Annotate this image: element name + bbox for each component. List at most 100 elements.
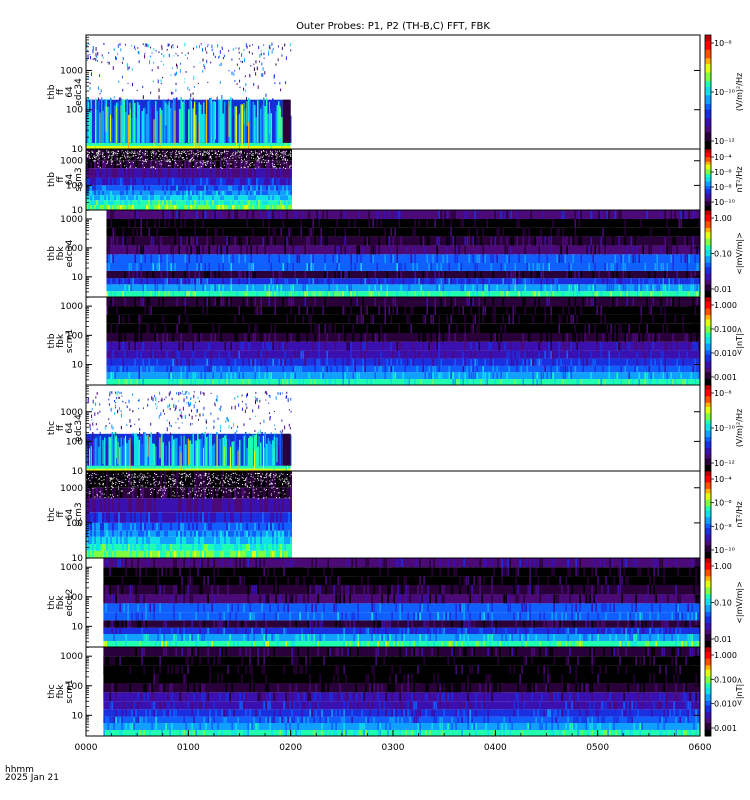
colorbar: 1.000 0.100 0.010 0.001 <|nT|> xyxy=(704,646,744,737)
date-label: 2025 Jan 21 xyxy=(5,773,59,783)
panel-0: 10 100 1000 thbff64edc34 10⁻⁸ 10⁻¹⁰ 10⁻¹² (V/m)… xyxy=(47,34,744,155)
y-tick-label: 1000 xyxy=(60,157,83,167)
panel-label: thcff64scm3 xyxy=(47,502,84,526)
y-tick-label: 100 xyxy=(66,244,83,254)
colorbar-tick-label: 10⁻⁴ xyxy=(714,475,732,484)
panel-7: 10 100 1000 thcfbkscm1 1.000 0.100 0.010 0.001 <… xyxy=(47,646,744,737)
y-tick-label: 1000 xyxy=(60,215,83,225)
colorbar-tick-label: 10⁻¹² xyxy=(714,137,735,146)
colorbar-tick-label: 0.01 xyxy=(714,635,732,644)
colorbar-tick-label: 10⁻⁴ xyxy=(714,153,732,162)
colorbar-tick-label: 10⁻¹⁰ xyxy=(714,88,735,97)
colorbar-tick-label: 1.000 xyxy=(714,651,737,660)
colorbar-tick-label: 10⁻⁸ xyxy=(714,389,732,398)
y-tick-label: 1000 xyxy=(60,66,83,76)
y-tick-label: 10 xyxy=(72,206,84,216)
y-tick-label: 100 xyxy=(66,593,83,603)
colorbar-tick-label: 0.100 xyxy=(714,675,737,684)
spectrogram-image xyxy=(86,390,292,471)
panel-3: 10 100 1000 thbfbkscm1 1.000 0.100 0.010 0.001 <… xyxy=(47,296,744,386)
y-tick-label: 1000 xyxy=(60,484,83,494)
colorbar-tick-label: 0.10 xyxy=(714,599,732,608)
x-tick-label: 0600 xyxy=(689,743,712,753)
colorbar-label: <|nT|> xyxy=(735,677,744,706)
colorbar-tick-label: 1.00 xyxy=(714,214,732,223)
colorbar-tick-label: 10⁻⁶ xyxy=(714,168,732,177)
x-tick-label: 0300 xyxy=(382,743,405,753)
y-tick-label: 10 xyxy=(72,145,84,155)
colorbar-label: <|nT|> xyxy=(735,327,744,356)
panel-label: thcfbkedc12 xyxy=(47,589,75,617)
colorbar-tick-label: 10⁻⁸ xyxy=(714,183,732,192)
colorbar-tick-label: 0.100 xyxy=(714,325,737,334)
y-tick-label: 100 xyxy=(66,519,83,529)
colorbar-label: <|mV/m|> xyxy=(735,232,744,275)
colorbar-tick-label: 10⁻⁸ xyxy=(714,39,732,48)
colorbar: 10⁻⁸ 10⁻¹⁰ 10⁻¹² (V/m)²/Hz xyxy=(704,34,744,150)
colorbar-label: (V/m)²/Hz xyxy=(735,73,744,111)
panel-5: 10 100 1000 thcff64scm3 10⁻⁴ 10⁻⁶ 10⁻⁸ 10⁻¹⁰ nT²… xyxy=(47,470,744,564)
panel-label: thbfbkedc34 xyxy=(47,239,75,267)
colorbar-tick-label: 10⁻⁸ xyxy=(714,522,732,531)
colorbar-tick-label: 10⁻¹⁰ xyxy=(714,424,735,433)
colorbar-tick-label: 0.01 xyxy=(714,285,732,294)
colorbar-label: (V/m)²/Hz xyxy=(735,409,744,447)
x-tick-label: 0200 xyxy=(279,743,302,753)
y-tick-label: 1000 xyxy=(60,302,83,312)
y-tick-label: 10 xyxy=(72,554,84,564)
colorbar-tick-label: 0.010 xyxy=(714,349,737,358)
colorbar-label: nT²/Hz xyxy=(735,501,744,527)
colorbar-tick-label: 0.010 xyxy=(714,700,737,709)
spectrogram-image xyxy=(86,149,292,210)
y-tick-label: 1000 xyxy=(60,408,83,418)
y-tick-label: 10 xyxy=(72,361,84,371)
y-tick-label: 1000 xyxy=(60,563,83,573)
colorbar-tick-label: 0.10 xyxy=(714,250,732,259)
y-tick-label: 10 xyxy=(72,273,84,283)
colorbar-tick-label: 10⁻¹² xyxy=(714,459,735,468)
y-tick-label: 100 xyxy=(66,181,83,191)
panel-label: thcff64edc34 xyxy=(47,414,84,442)
x-tick-label: 0500 xyxy=(586,743,609,753)
colorbar-tick-label: 1.000 xyxy=(714,301,737,310)
colorbar-tick-label: 1.00 xyxy=(714,562,732,571)
figure-title: Outer Probes: P1, P2 (TH-B,C) FFT, FBK xyxy=(296,21,490,32)
colorbar-tick-label: 10⁻⁶ xyxy=(714,499,732,508)
y-tick-label: 100 xyxy=(66,331,83,341)
colorbar-label: nT²/Hz xyxy=(735,166,744,192)
y-tick-label: 10 xyxy=(72,622,84,632)
spectrogram-image xyxy=(103,558,700,647)
spectrogram-image xyxy=(103,647,700,736)
colorbar-tick-label: 0.001 xyxy=(714,373,737,382)
colorbar-label: <|mV/m|> xyxy=(735,581,744,624)
panel-label: thbff64scm3 xyxy=(47,167,84,191)
panel-2: 10 100 1000 thbfbkedc34 1.00 0.10 0.01 <|mV/m|> xyxy=(47,209,744,298)
colorbar-tick-label: 10⁻¹⁰ xyxy=(714,198,735,207)
spectrogram-image xyxy=(106,297,700,385)
y-tick-label: 10 xyxy=(72,711,84,721)
y-tick-label: 1000 xyxy=(60,652,83,662)
panel-6: 10 100 1000 thcfbkedc12 1.00 0.10 0.01 <|mV/m|> xyxy=(47,557,744,648)
y-tick-label: 100 xyxy=(66,437,83,447)
x-tick-label: 0000 xyxy=(75,743,98,753)
panel-label: thbfbkscm1 xyxy=(47,329,75,353)
spectrogram-image xyxy=(106,210,700,297)
x-tick-label: 0100 xyxy=(177,743,200,753)
colorbar: 1.000 0.100 0.010 0.001 <|nT|> xyxy=(704,296,744,386)
panel-label: thbff64edc34 xyxy=(47,78,84,106)
colorbar-tick-label: 0.001 xyxy=(714,724,737,733)
time-format-label: hhmm xyxy=(5,765,34,775)
spectrogram-image xyxy=(86,42,292,149)
colorbar: 1.00 0.10 0.01 <|mV/m|> xyxy=(704,557,744,648)
panel-label: thcfbkscm1 xyxy=(47,679,75,703)
spectrogram-image xyxy=(86,471,292,558)
x-tick-label: 0400 xyxy=(484,743,507,753)
colorbar: 10⁻⁸ 10⁻¹⁰ 10⁻¹² (V/m)²/Hz xyxy=(704,384,744,472)
y-tick-label: 10 xyxy=(72,467,84,477)
y-tick-label: 100 xyxy=(66,682,83,692)
colorbar-tick-label: 10⁻¹⁰ xyxy=(714,546,735,555)
